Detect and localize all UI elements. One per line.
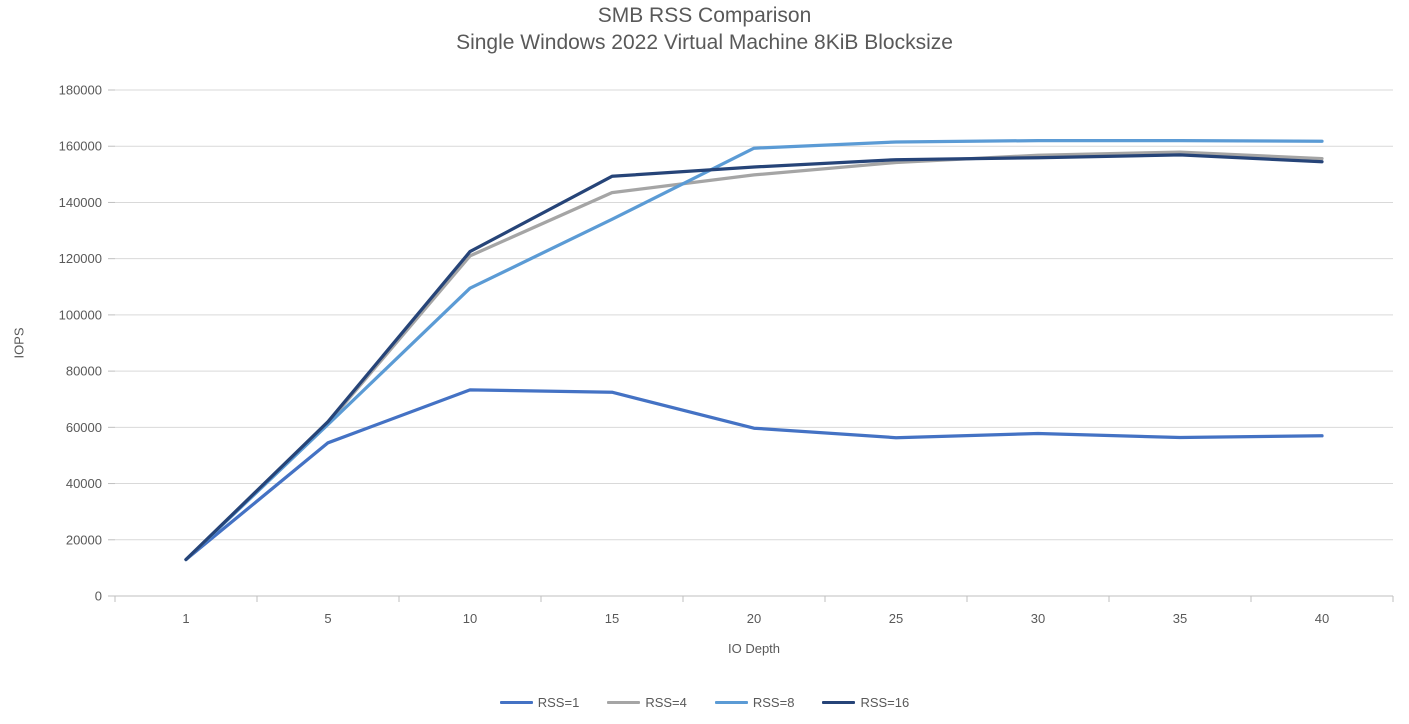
chart-title: SMB RSS Comparison xyxy=(597,4,812,27)
legend-swatch-icon xyxy=(607,701,641,704)
x-tick-label: 1 xyxy=(182,611,189,626)
y-tick-label: 180000 xyxy=(59,83,102,98)
legend-label: RSS=8 xyxy=(752,695,795,710)
legend-swatch-icon xyxy=(499,701,533,704)
y-tick-label: 140000 xyxy=(59,195,102,210)
series-line-RSS=8 xyxy=(184,138,1324,562)
x-tick-label: 20 xyxy=(747,611,761,626)
y-tick-label: 60000 xyxy=(66,420,102,435)
x-tick-label: 35 xyxy=(1173,611,1187,626)
y-tick-label: 120000 xyxy=(59,251,102,266)
chart-title-block: SMB RSS Comparison Single Windows 2022 V… xyxy=(0,2,1409,56)
legend-label: RSS=16 xyxy=(860,695,910,710)
y-tick-label: 80000 xyxy=(66,364,102,379)
y-tick-label: 20000 xyxy=(66,532,102,547)
y-tick-label: 160000 xyxy=(59,139,102,154)
legend-item-RSS=4: RSS=4 xyxy=(607,695,687,710)
x-tick-label: 25 xyxy=(889,611,903,626)
legend-item-RSS=16: RSS=16 xyxy=(822,695,909,710)
legend-swatch-icon xyxy=(822,701,856,704)
series-line-RSS=1 xyxy=(184,388,1324,562)
series-line-RSS=4 xyxy=(184,150,1324,562)
x-tick-label: 10 xyxy=(463,611,477,626)
x-tick-label: 5 xyxy=(324,611,331,626)
y-axis-title: IOPS xyxy=(11,327,27,359)
y-tick-label: 0 xyxy=(95,589,102,604)
y-tick-label: 100000 xyxy=(59,307,102,322)
legend-item-RSS=1: RSS=1 xyxy=(499,695,580,710)
y-tick-label: 40000 xyxy=(66,476,102,491)
x-axis-title: IO Depth xyxy=(727,641,781,656)
legend-item-RSS=8: RSS=8 xyxy=(714,695,795,710)
series-line-RSS=16 xyxy=(184,153,1324,562)
chart-legend: RSS=1 RSS=4 RSS=8 RSS=16 xyxy=(0,695,1409,710)
chart-subtitle: Single Windows 2022 Virtual Machine 8KiB… xyxy=(456,31,953,54)
legend-label: RSS=1 xyxy=(537,695,580,710)
x-tick-label: 15 xyxy=(605,611,619,626)
x-tick-label: 40 xyxy=(1315,611,1329,626)
legend-swatch-icon xyxy=(714,701,748,704)
x-tick-label: 30 xyxy=(1031,611,1045,626)
legend-label: RSS=4 xyxy=(645,695,687,710)
